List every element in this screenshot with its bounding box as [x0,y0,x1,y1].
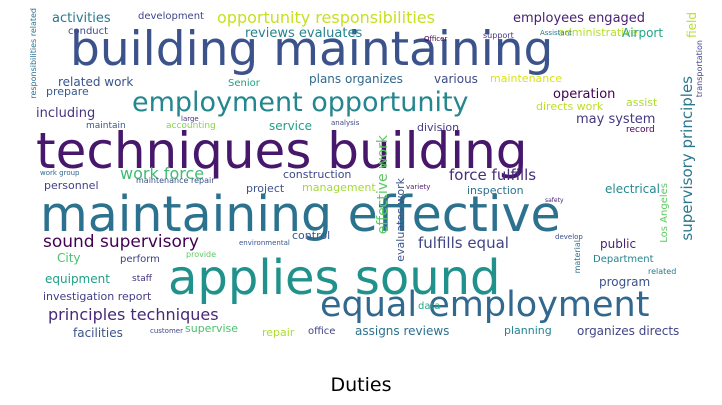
cloud-word: variety [406,183,431,191]
cloud-word: including [36,106,96,121]
cloud-word: effective work [375,135,391,235]
cloud-word: organizes directs [577,324,680,338]
cloud-word: inspection [467,184,524,197]
cloud-word: Senior [228,78,260,89]
cloud-word: sound supervisory [43,232,199,252]
cloud-word: electrical [605,182,660,196]
cloud-word: operation [553,87,616,102]
cloud-word: facilities [73,326,123,340]
cloud-word: program [599,275,651,289]
cloud-word: repair [262,326,295,339]
figure-caption: Duties [330,374,392,396]
cloud-word: Airport [622,26,664,40]
cloud-word: analysis [331,119,360,127]
cloud-word: transportation [695,40,704,98]
cloud-word: construction [283,168,352,181]
cloud-word: division [417,121,460,134]
cloud-word: City [57,251,81,265]
cloud-word: data [418,301,441,312]
cloud-word: planning [504,324,552,337]
cloud-word: work group [40,169,80,177]
cloud-word: equipment [45,272,110,286]
cloud-word: management [302,181,376,194]
cloud-word: work force [120,164,205,183]
cloud-word: maintenance repair [136,176,215,185]
word-cloud: building maintaining techniques building… [29,8,704,340]
cloud-word: environmental [239,239,290,247]
cloud-word: various [434,72,478,86]
cloud-word: conduct [68,26,109,37]
cloud-word: maintenance [490,72,563,85]
cloud-word: safety [545,197,564,204]
cloud-word: develop [555,233,583,241]
cloud-word: perform [120,254,160,265]
cloud-word: assist [626,96,658,109]
cloud-word: public [600,237,637,251]
cloud-word: Department [593,254,654,265]
cloud-word: fulfills equal [418,234,509,252]
cloud-word: employment opportunity [132,87,469,118]
cloud-word: Officer [424,35,448,43]
cloud-word: building maintaining [70,22,554,77]
cloud-word: maintain [86,121,126,131]
cloud-word: responsibilities related [29,8,38,99]
cloud-word: office [308,326,336,337]
cloud-word: staff [132,274,152,284]
cloud-word: equal employment [320,285,650,325]
cloud-word: Los Angeles [659,183,670,243]
cloud-word: reviews evaluates [245,26,363,41]
cloud-word: activities [52,11,111,26]
cloud-word: related [648,267,677,276]
cloud-word: supervise [185,322,239,335]
cloud-word: supervisory principles [678,76,696,241]
cloud-word: employees engaged [513,11,646,26]
cloud-word: related work [58,75,134,89]
cloud-word: principles techniques [48,305,219,324]
cloud-word: field [685,12,699,38]
cloud-word: large [181,115,199,123]
cloud-word: control [292,229,331,242]
cloud-word: plans organizes [309,72,403,86]
cloud-word: Assistant [540,29,572,37]
cloud-word: force fulfills [449,166,537,184]
cloud-word: opportunity responsibilities [217,8,435,27]
cloud-word: evaluates work [394,178,407,262]
cloud-word: maintaining effective [40,186,561,243]
cloud-word: support [483,31,514,40]
cloud-word: customer [150,327,183,335]
cloud-word: applies sound [168,250,501,306]
cloud-word: accounting [166,121,216,131]
cloud-word: service [269,119,312,133]
cloud-word: record [626,125,655,135]
cloud-word: provide [186,250,217,259]
cloud-word: administrative [558,26,638,39]
cloud-word: personnel [44,179,99,192]
cloud-word: material [573,240,582,274]
cloud-word: project [246,182,285,195]
cloud-word: prepare [46,85,89,98]
cloud-word: directs work [536,100,604,113]
cloud-word: investigation report [43,290,152,303]
cloud-word: development [138,11,204,22]
cloud-word: may system [576,112,656,127]
cloud-word: assigns reviews [355,324,450,338]
cloud-word: techniques building [36,122,528,180]
